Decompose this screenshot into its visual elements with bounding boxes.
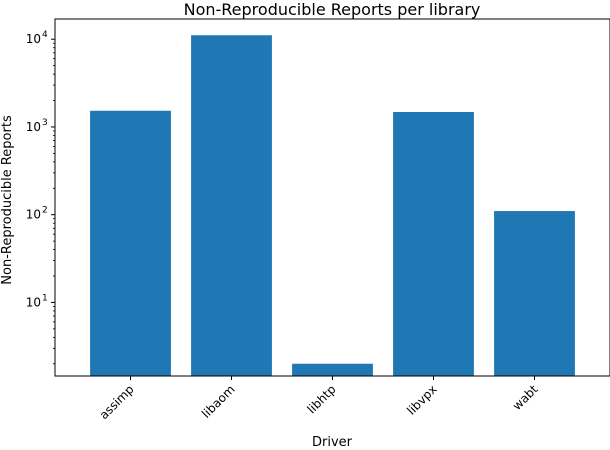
bar-libaom <box>191 35 272 376</box>
y-tick-label: 10 <box>26 32 41 46</box>
x-tick-label: assimp <box>97 382 137 422</box>
chart-title: Non-Reproducible Reports per library <box>184 0 481 19</box>
x-tick-label: libhtp <box>305 382 339 416</box>
bars-group <box>90 35 575 376</box>
y-tick-exponent: 4 <box>42 30 48 40</box>
y-tick-exponent: 3 <box>42 118 48 128</box>
y-axis-label: Non-Reproducible Reports <box>0 115 15 285</box>
y-tick-exponent: 2 <box>42 206 48 216</box>
x-tick-label: libvpx <box>404 382 439 417</box>
bar-libhtp <box>292 363 373 376</box>
x-axis-label: Driver <box>312 435 353 450</box>
x-axis: assimp libaom libhtp libvpx wabt <box>97 376 541 422</box>
y-tick-exponent: 1 <box>42 293 48 303</box>
bar-wabt <box>494 211 575 376</box>
bar-libvpx <box>393 112 474 376</box>
plot-frame <box>54 18 610 377</box>
bar-assimp <box>90 110 171 376</box>
x-tick-label: libaom <box>199 382 238 421</box>
y-tick-label: 10 <box>26 208 41 222</box>
y-tick-label: 10 <box>26 295 41 309</box>
x-tick-label: wabt <box>510 382 541 413</box>
y-tick-label: 10 <box>26 120 41 134</box>
